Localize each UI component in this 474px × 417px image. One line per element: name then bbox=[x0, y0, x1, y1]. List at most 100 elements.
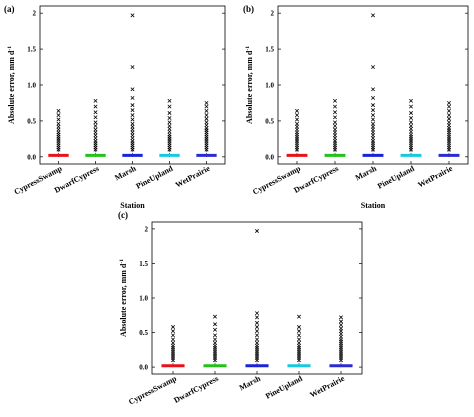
outlier-point bbox=[339, 315, 343, 320]
outlier-point bbox=[171, 340, 175, 345]
y-axis-label-text: Absolute error, mm d bbox=[7, 50, 16, 124]
outlier-point bbox=[255, 337, 259, 342]
outlier-point bbox=[371, 139, 375, 144]
outlier-point bbox=[167, 120, 172, 125]
outlier-point bbox=[56, 127, 61, 132]
y-tick-label: 1.0 bbox=[139, 295, 148, 303]
outlier-point bbox=[167, 116, 172, 121]
outlier-point bbox=[56, 108, 61, 113]
outlier-point bbox=[333, 120, 337, 125]
outlier-point bbox=[130, 130, 135, 135]
outlier-point bbox=[93, 133, 98, 138]
outlier-point bbox=[167, 129, 172, 134]
plot-frame bbox=[39, 5, 226, 165]
outlier-point bbox=[130, 65, 135, 70]
outlier-point bbox=[93, 123, 98, 128]
y-tick-label: 1.5 bbox=[27, 46, 36, 54]
outlier-point bbox=[409, 111, 413, 115]
outlier-point bbox=[295, 130, 299, 135]
outlier-point bbox=[333, 104, 337, 109]
y-axis-label-superscript: -1 bbox=[245, 46, 251, 51]
x-tick-label: Marsh bbox=[354, 164, 379, 183]
outlier-point bbox=[255, 320, 259, 325]
y-tick-label: 0.0 bbox=[139, 364, 148, 372]
outlier-point bbox=[295, 108, 299, 113]
panel-label: (c) bbox=[118, 210, 128, 220]
y-tick-label: 2 bbox=[145, 225, 149, 233]
outlier-point bbox=[130, 139, 135, 144]
outlier-point bbox=[255, 329, 259, 334]
y-tick-label: 1.5 bbox=[139, 260, 148, 268]
outlier-point bbox=[333, 133, 337, 138]
outlier-point bbox=[371, 95, 375, 100]
y-tick-label: 2 bbox=[33, 10, 37, 18]
outlier-point bbox=[297, 329, 301, 334]
outlier-point bbox=[213, 340, 217, 345]
x-tick-label: Marsh bbox=[113, 164, 138, 183]
y-tick-label: 2 bbox=[271, 10, 275, 18]
outlier-point bbox=[371, 127, 375, 132]
outlier-point bbox=[213, 327, 217, 332]
outlier-point bbox=[213, 333, 217, 338]
outlier-point bbox=[171, 325, 175, 330]
outlier-point bbox=[295, 127, 299, 132]
y-tick-label: 0.0 bbox=[27, 153, 36, 161]
outlier-point bbox=[171, 333, 175, 338]
outlier-point bbox=[409, 132, 413, 137]
outlier-point bbox=[409, 129, 413, 134]
x-tick-label: WetPrairie bbox=[308, 374, 346, 400]
outlier-point bbox=[409, 116, 413, 121]
outlier-point bbox=[93, 110, 98, 115]
outlier-point bbox=[130, 103, 135, 108]
outlier-point bbox=[333, 130, 337, 135]
outlier-point bbox=[297, 333, 301, 338]
outlier-point bbox=[167, 123, 172, 128]
outlier-point bbox=[371, 103, 375, 108]
outlier-point bbox=[447, 123, 451, 128]
plot-frame bbox=[277, 5, 469, 165]
outlier-point bbox=[371, 117, 375, 122]
outlier-point bbox=[204, 116, 209, 121]
outlier-point bbox=[447, 104, 451, 109]
outlier-point bbox=[371, 113, 375, 118]
outlier-point bbox=[333, 98, 337, 103]
y-tick-label: 0.5 bbox=[27, 117, 36, 125]
y-tick-label: 1.0 bbox=[27, 82, 36, 90]
outlier-point bbox=[371, 133, 375, 138]
outlier-point bbox=[447, 116, 451, 121]
outlier-point bbox=[295, 117, 299, 122]
outlier-point bbox=[130, 124, 135, 129]
outlier-point bbox=[130, 121, 135, 126]
outlier-point bbox=[333, 136, 337, 141]
outlier-point bbox=[255, 228, 259, 233]
outlier-point bbox=[204, 100, 209, 105]
outlier-point bbox=[167, 104, 172, 109]
y-axis-label-superscript: -1 bbox=[119, 259, 125, 264]
outlier-point bbox=[167, 132, 172, 137]
outlier-point bbox=[339, 319, 343, 324]
x-tick-label: Marsh bbox=[238, 374, 263, 393]
outlier-point bbox=[213, 337, 217, 342]
outlier-point bbox=[93, 115, 98, 120]
x-tick-label: WetPrairie bbox=[174, 164, 212, 190]
outlier-point bbox=[213, 314, 217, 319]
outlier-point bbox=[93, 130, 98, 135]
outlier-point bbox=[371, 108, 375, 113]
x-tick-label: PineUpland bbox=[376, 164, 416, 191]
outlier-point bbox=[130, 133, 135, 138]
x-tick-label: PineUpland bbox=[134, 164, 174, 191]
outlier-point bbox=[204, 123, 209, 128]
outlier-point bbox=[255, 333, 259, 338]
y-axis-label: Absolute error, mm d-1 bbox=[7, 46, 16, 124]
y-axis-label: Absolute error, mm d-1 bbox=[245, 46, 254, 124]
outlier-point bbox=[56, 117, 61, 122]
outlier-point bbox=[255, 340, 259, 345]
outlier-point bbox=[371, 87, 375, 92]
x-tick-label: WetPrairie bbox=[416, 164, 454, 190]
y-tick-label: 0.0 bbox=[265, 153, 274, 161]
outlier-point bbox=[333, 127, 337, 132]
outlier-point bbox=[167, 126, 172, 131]
outlier-point bbox=[447, 108, 451, 113]
outlier-point bbox=[93, 104, 98, 109]
